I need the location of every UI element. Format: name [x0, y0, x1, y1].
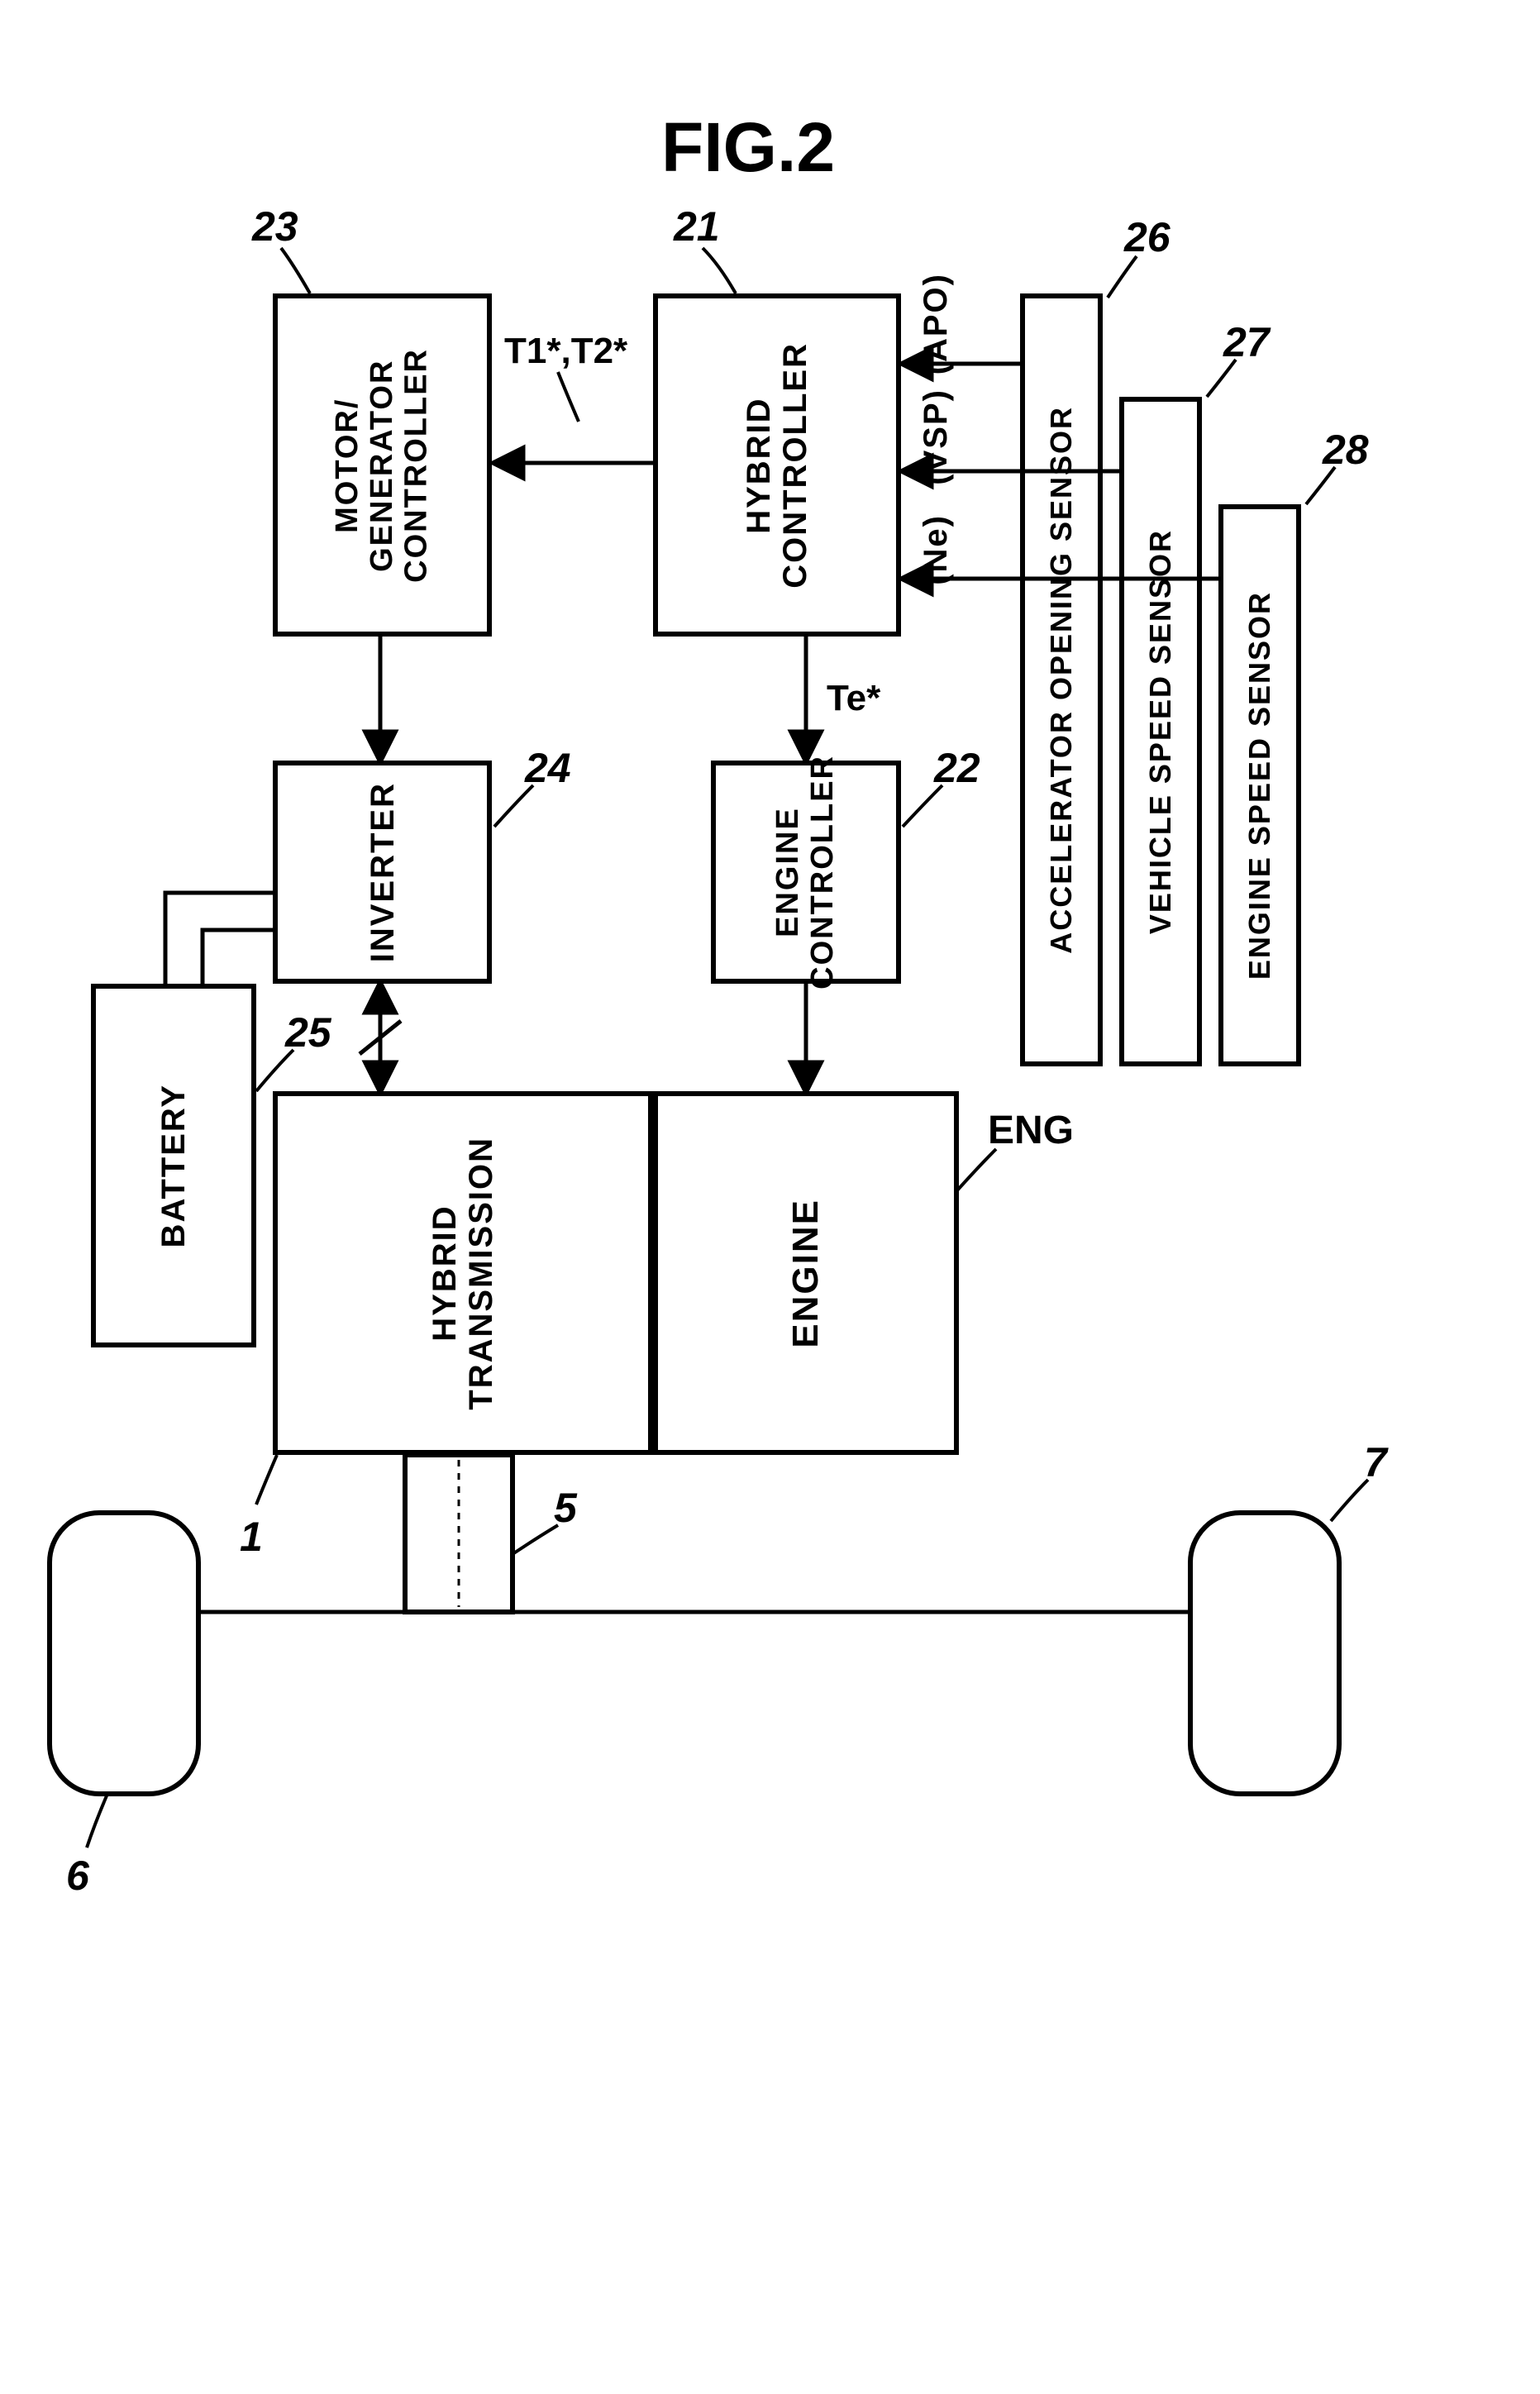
battery-label: BATTERY [155, 1084, 192, 1247]
engine-speed-sensor-label: ENGINE SPEED SENSOR [1243, 591, 1276, 980]
ref-22: 22 [934, 744, 980, 792]
eng-side-label: ENG [988, 1108, 1074, 1153]
engine-box: ENGINE [653, 1091, 959, 1455]
ref-7: 7 [1364, 1438, 1387, 1486]
hybrid-controller-box: HYBRID CONTROLLER [653, 293, 901, 637]
hybrid-controller-label: HYBRID CONTROLLER [741, 342, 813, 589]
ref-27: 27 [1223, 318, 1270, 366]
inverter-label: INVERTER [365, 782, 401, 962]
engine-controller-box: ENGINE CONTROLLER [711, 761, 901, 984]
ref-28: 28 [1323, 426, 1369, 474]
engine-label: ENGINE [786, 1199, 826, 1348]
signal-vsp: (VSP) [918, 389, 955, 494]
ref-21: 21 [674, 203, 720, 250]
ref-5: 5 [554, 1484, 577, 1532]
motor-gen-controller-label: MOTOR/ GENERATOR CONTROLLER [331, 348, 434, 583]
accel-sensor-box: ACCELERATOR OPENING SENSOR [1020, 293, 1103, 1066]
ref-24: 24 [525, 744, 571, 792]
accel-sensor-label: ACCELERATOR OPENING SENSOR [1045, 406, 1078, 954]
vehicle-speed-sensor-box: VEHICLE SPEED SENSOR [1119, 397, 1202, 1066]
hybrid-transmission-box: HYBRID TRANSMISSION [273, 1091, 653, 1455]
ref-1: 1 [240, 1513, 263, 1561]
ref-25: 25 [285, 1009, 331, 1056]
signal-apo: (APO) [918, 273, 955, 383]
signal-te: Te* [827, 678, 880, 719]
signal-ne: (Ne) [918, 514, 955, 594]
engine-speed-sensor-box: ENGINE SPEED SENSOR [1218, 504, 1301, 1066]
signal-t1t2: T1*,T2* [504, 331, 627, 372]
engine-controller-label: ENGINE CONTROLLER [771, 755, 841, 990]
battery-box: BATTERY [91, 984, 256, 1347]
inverter-box: INVERTER [273, 761, 492, 984]
motor-gen-controller-box: MOTOR/ GENERATOR CONTROLLER [273, 293, 492, 637]
ref-23: 23 [252, 203, 298, 250]
vehicle-speed-sensor-label: VEHICLE SPEED SENSOR [1144, 529, 1177, 934]
hybrid-transmission-label: HYBRID TRANSMISSION [427, 1137, 499, 1410]
ref-6: 6 [66, 1852, 89, 1900]
ref-26: 26 [1124, 213, 1170, 261]
